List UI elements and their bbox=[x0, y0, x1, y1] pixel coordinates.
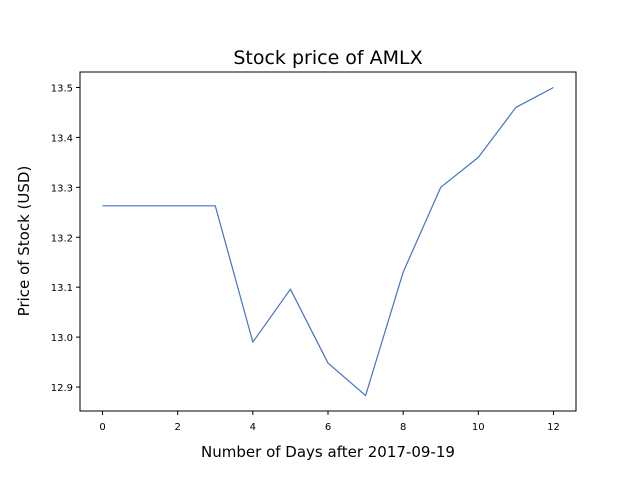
x-tick-label: 8 bbox=[400, 422, 406, 433]
y-tick-label: 12.9 bbox=[51, 383, 73, 394]
x-tick-label: 10 bbox=[472, 422, 485, 433]
y-tick-label: 13.1 bbox=[51, 283, 73, 294]
x-tick-label: 6 bbox=[325, 422, 331, 433]
x-tick-label: 12 bbox=[547, 422, 560, 433]
y-axis-ticks: 12.9 13.0 13.1 13.2 13.3 13.4 13.5 bbox=[51, 83, 80, 394]
series-group bbox=[102, 86, 554, 397]
y-tick-label: 13.5 bbox=[51, 83, 73, 94]
series-line-0 bbox=[102, 86, 554, 397]
x-tick-label: 4 bbox=[250, 422, 256, 433]
x-axis-ticks: 0 2 4 6 8 10 12 bbox=[99, 411, 560, 433]
plot-area bbox=[79, 71, 577, 412]
x-tick-label: 0 bbox=[99, 422, 105, 433]
y-tick-label: 13.3 bbox=[51, 183, 73, 194]
y-tick-label: 13.2 bbox=[51, 233, 73, 244]
x-tick-label: 2 bbox=[175, 422, 181, 433]
x-axis-label: Number of Days after 2017-09-19 bbox=[201, 443, 455, 461]
chart-title: Stock price of AMLX bbox=[233, 47, 422, 69]
y-tick-label: 13.4 bbox=[51, 133, 73, 144]
y-tick-label: 13.0 bbox=[51, 333, 73, 344]
y-axis-label: Price of Stock (USD) bbox=[15, 166, 33, 317]
